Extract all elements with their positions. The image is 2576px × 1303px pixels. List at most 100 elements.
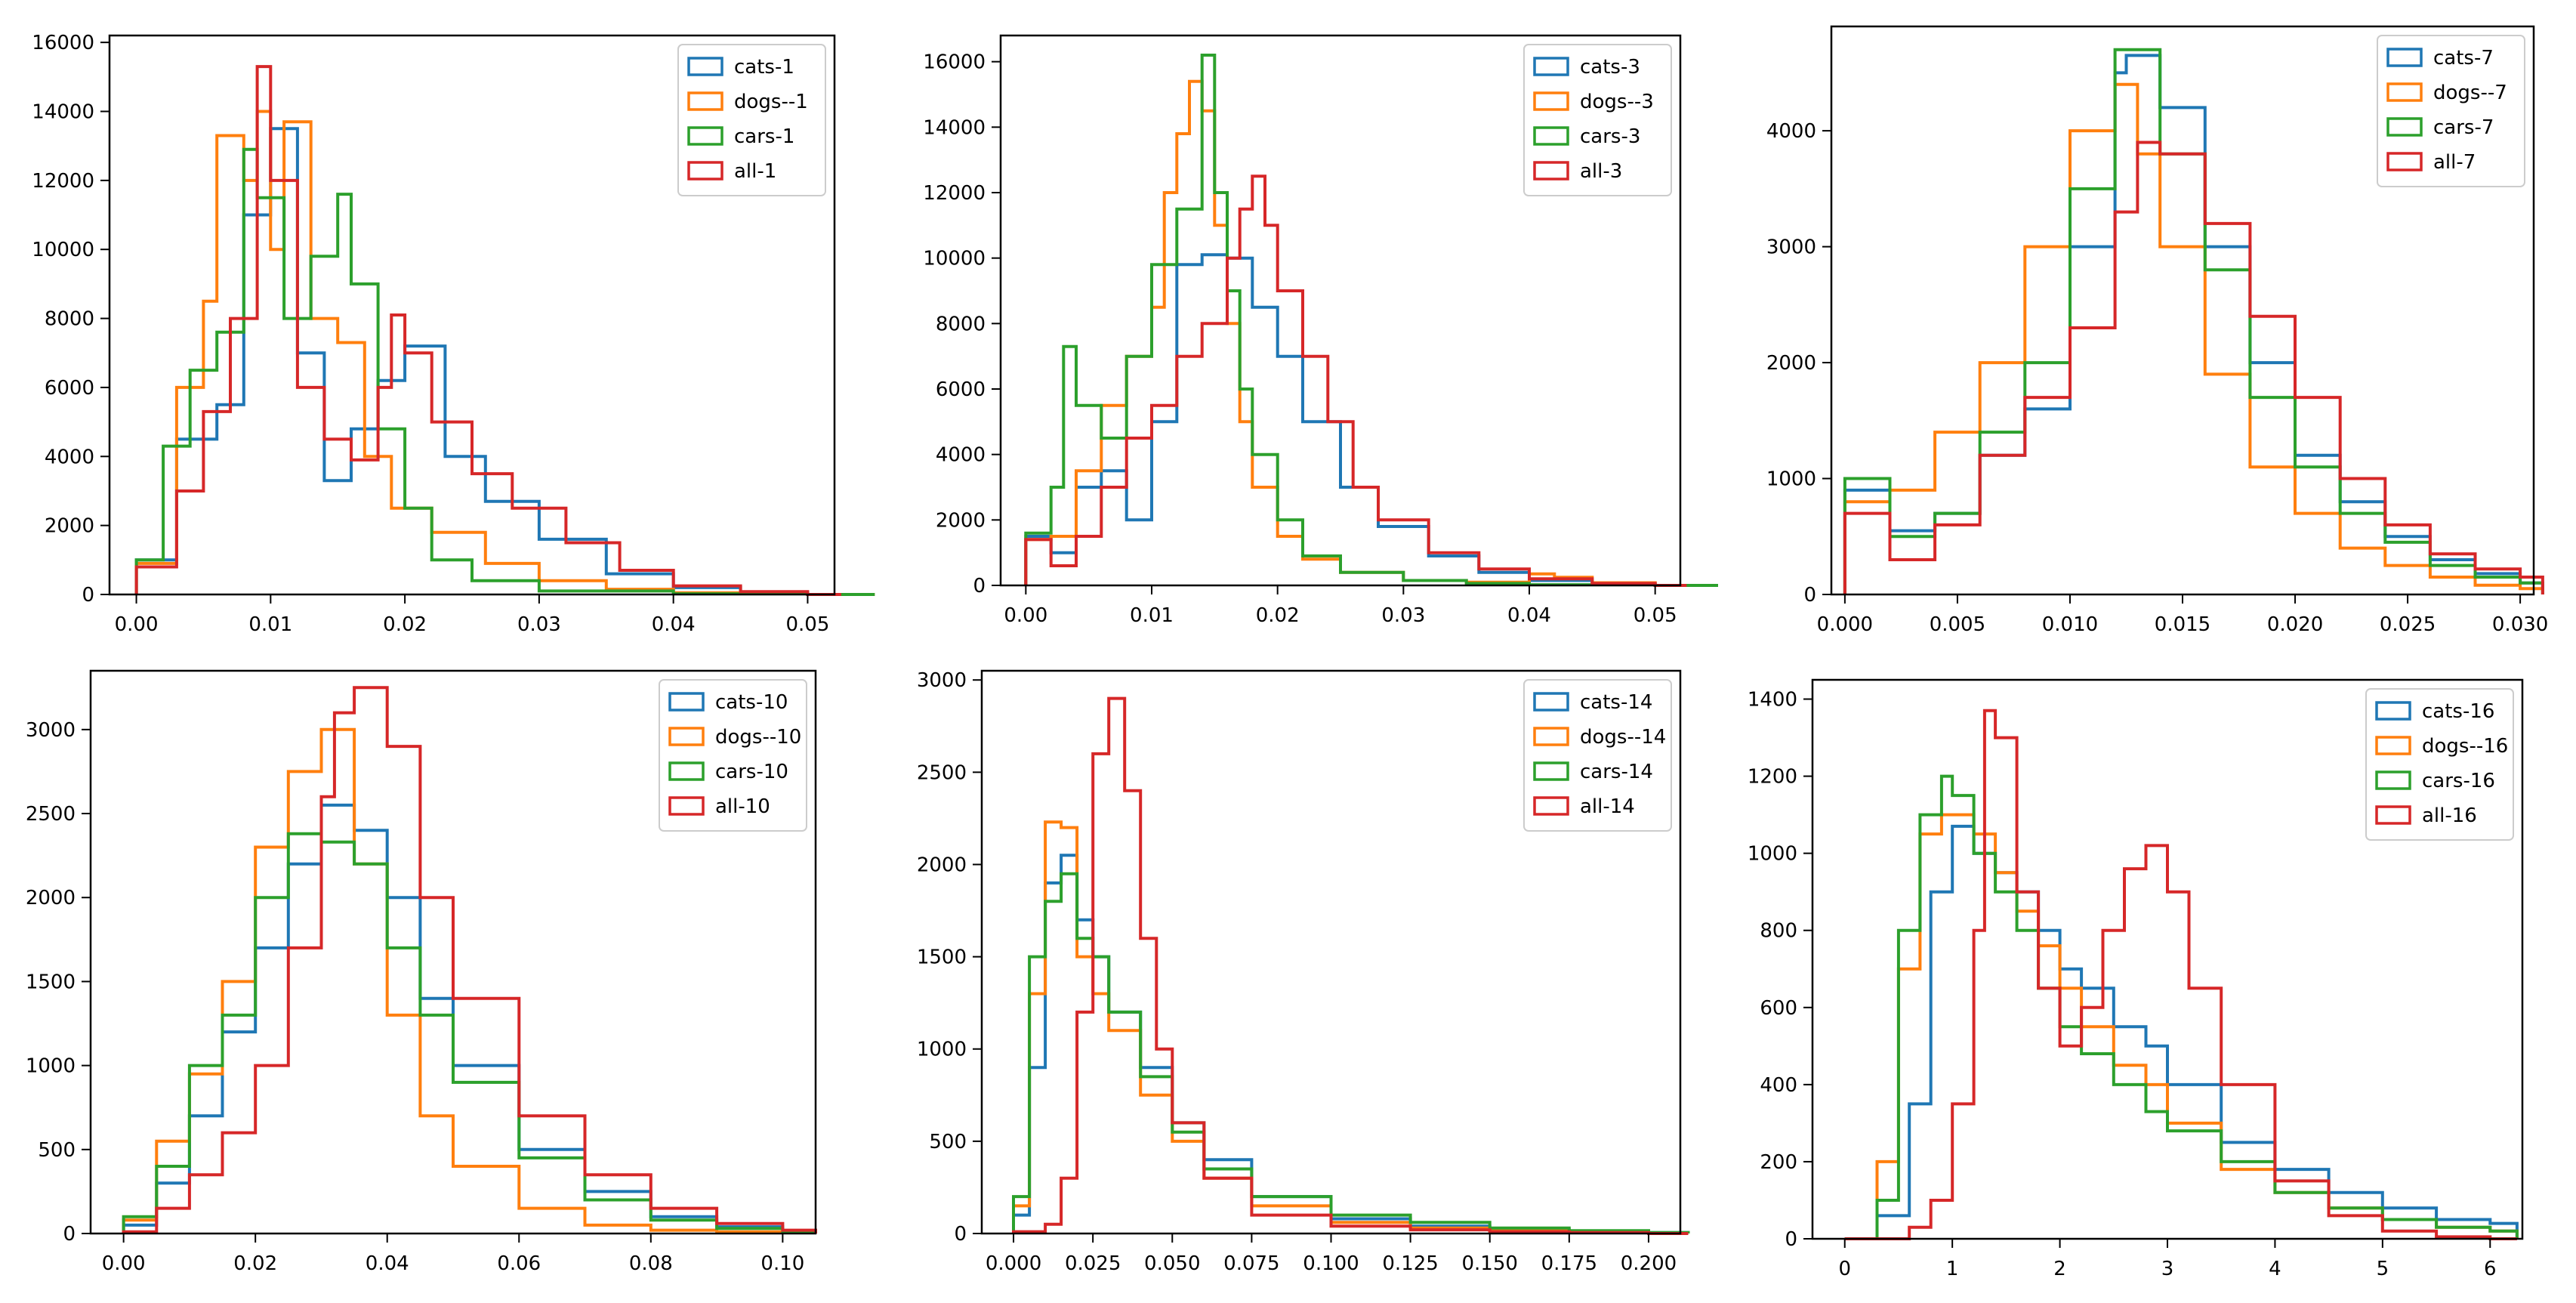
chart-layer-1: 0.00 0.01 0.02 0.03 0.04 0.05 0 2000 4000 6000 800… xyxy=(32,32,875,636)
legend-swatch xyxy=(687,91,723,111)
series-cats-14 xyxy=(1012,854,1690,1234)
legend-entry: dogs--1 xyxy=(734,91,808,113)
legend-swatch xyxy=(1533,57,1569,76)
legend-box xyxy=(677,44,826,196)
x-tick-label: 0.150 xyxy=(1462,1252,1518,1275)
legend-swatch xyxy=(2386,82,2423,102)
x-tick-label: 0.010 xyxy=(2042,613,2098,636)
y-tick-label: 600 xyxy=(1760,997,1797,1020)
x-tick-label: 5 xyxy=(2377,1258,2389,1280)
legend-swatch xyxy=(2375,736,2411,755)
legend-swatch xyxy=(668,796,705,816)
series-all-7 xyxy=(1843,140,2544,594)
legend-entry: cars-10 xyxy=(715,761,788,783)
legend-swatch xyxy=(687,57,723,76)
x-tick-label: 0.075 xyxy=(1223,1252,1279,1275)
x-tick-label: 1 xyxy=(1946,1258,1959,1280)
legend-entry: cats-7 xyxy=(2433,47,2494,69)
x-tick-label: 0.10 xyxy=(760,1252,804,1275)
y-tick-label: 2500 xyxy=(917,761,967,784)
x-tick-label: 0.000 xyxy=(1817,613,1873,636)
chart-layer-7: 0.000 0.005 0.010 0.015 0.020 0.025 0.030 0 1000… xyxy=(1766,25,2548,636)
x-tick-label: 0.02 xyxy=(383,613,427,636)
legend-swatch xyxy=(1533,727,1569,746)
y-tick-label: 500 xyxy=(929,1131,967,1153)
y-tick-label: 14000 xyxy=(32,100,94,123)
legend-entry: cars-16 xyxy=(2422,770,2495,792)
legend-swatch xyxy=(687,161,723,181)
y-tick-label: 10000 xyxy=(32,239,94,261)
series-all-14 xyxy=(1012,696,1689,1235)
series-cats-16 xyxy=(1844,824,2519,1240)
y-tick-label: 2000 xyxy=(26,887,76,909)
y-tick-label: 2500 xyxy=(26,803,76,826)
x-tick-label: 0.04 xyxy=(1507,604,1551,627)
y-tick-label: 2000 xyxy=(1766,352,1816,375)
x-tick-label: 0.050 xyxy=(1144,1252,1200,1275)
series-all-16 xyxy=(1844,709,2517,1240)
legend-box xyxy=(1523,44,1672,196)
y-tick-label: 16000 xyxy=(32,32,94,54)
axes-frame xyxy=(108,34,836,596)
legend-entry: dogs--10 xyxy=(715,726,801,749)
legend-entry: all-3 xyxy=(1580,160,1622,183)
x-tick-label: 0.030 xyxy=(2492,613,2548,636)
legend-swatch xyxy=(668,761,705,781)
y-tick-label: 1500 xyxy=(26,971,76,993)
x-tick-label: 0.06 xyxy=(497,1252,541,1275)
y-tick-label: 6000 xyxy=(45,377,94,400)
legend-box xyxy=(659,679,807,832)
legend-entry: cats-3 xyxy=(1580,56,1640,79)
y-tick-label: 0 xyxy=(1803,584,1816,607)
legend: cats-14 dogs--14 cars-14 all-14 xyxy=(1523,679,1672,832)
legend-entry: all-14 xyxy=(1580,795,1635,818)
legend-box xyxy=(2365,688,2514,841)
x-tick-label: 0.125 xyxy=(1382,1252,1438,1275)
y-tick-label: 200 xyxy=(1760,1151,1797,1174)
legend-swatch xyxy=(1533,692,1569,712)
x-tick-label: 0.04 xyxy=(652,613,696,636)
y-tick-label: 1400 xyxy=(1748,689,1797,712)
y-tick-label: 2000 xyxy=(45,515,94,538)
x-tick-label: 0.03 xyxy=(517,613,561,636)
y-tick-label: 10000 xyxy=(923,248,986,270)
y-tick-label: 12000 xyxy=(32,170,94,193)
legend: cats-7 dogs--7 cars-7 all-7 xyxy=(2377,35,2525,187)
series-dogs--16 xyxy=(1844,813,2519,1240)
legend-entry: cats-16 xyxy=(2422,700,2494,723)
legend-swatch xyxy=(2386,117,2423,137)
y-tick-label: 0 xyxy=(973,575,986,597)
legend-swatch xyxy=(1533,161,1569,181)
legend-entry: cats-10 xyxy=(715,691,788,714)
y-tick-label: 3000 xyxy=(26,719,76,742)
x-tick-label: 4 xyxy=(2269,1258,2281,1280)
y-tick-label: 0 xyxy=(1785,1228,1797,1251)
legend-swatch xyxy=(668,727,705,746)
legend-swatch xyxy=(1533,126,1569,146)
y-tick-label: 0 xyxy=(63,1223,76,1246)
x-tick-label: 0.01 xyxy=(248,613,292,636)
y-tick-label: 16000 xyxy=(923,51,986,74)
x-tick-label: 0 xyxy=(1838,1258,1851,1280)
series-dogs--7 xyxy=(1843,82,2544,594)
y-tick-label: 400 xyxy=(1760,1074,1797,1097)
legend-entry: cars-1 xyxy=(734,125,794,148)
y-tick-label: 4000 xyxy=(936,444,986,467)
x-tick-label: 0.00 xyxy=(1004,604,1047,627)
x-tick-label: 0.04 xyxy=(366,1252,409,1275)
y-tick-label: 4000 xyxy=(45,446,94,468)
series-dogs--14 xyxy=(1012,820,1690,1235)
legend: cats-16 dogs--16 cars-16 all-16 xyxy=(2365,688,2514,841)
x-tick-label: 0.000 xyxy=(986,1252,1041,1275)
legend-entry: cars-3 xyxy=(1580,125,1640,148)
legend-entry: cars-14 xyxy=(1580,761,1653,783)
x-tick-label: 0.175 xyxy=(1541,1252,1597,1275)
axes-frame xyxy=(89,669,817,1235)
legend-entry: dogs--7 xyxy=(2433,82,2507,104)
x-tick-label: 6 xyxy=(2484,1258,2497,1280)
x-tick-label: 0.025 xyxy=(1065,1252,1121,1275)
legend: cats-10 dogs--10 cars-10 all-10 xyxy=(659,679,807,832)
legend-swatch xyxy=(2375,805,2411,825)
series-cats-1 xyxy=(134,127,841,596)
y-tick-label: 3000 xyxy=(917,669,967,692)
